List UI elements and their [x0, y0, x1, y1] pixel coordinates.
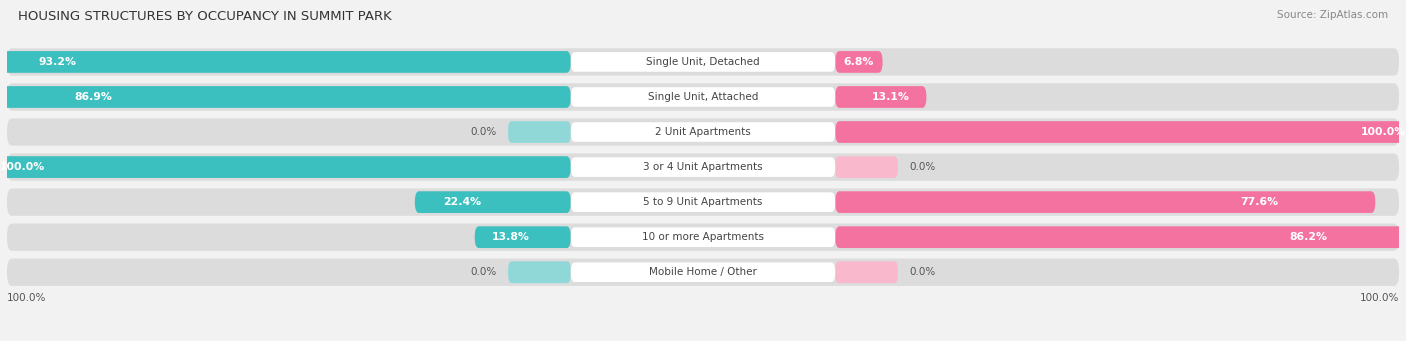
FancyBboxPatch shape — [475, 226, 571, 248]
Text: Source: ZipAtlas.com: Source: ZipAtlas.com — [1277, 10, 1388, 20]
FancyBboxPatch shape — [571, 227, 835, 247]
Text: 100.0%: 100.0% — [1360, 293, 1399, 303]
Text: 86.2%: 86.2% — [1289, 232, 1327, 242]
Text: 13.8%: 13.8% — [492, 232, 530, 242]
Text: Single Unit, Detached: Single Unit, Detached — [647, 57, 759, 67]
FancyBboxPatch shape — [835, 226, 1406, 248]
FancyBboxPatch shape — [571, 122, 835, 142]
Text: 10 or more Apartments: 10 or more Apartments — [643, 232, 763, 242]
FancyBboxPatch shape — [7, 258, 1399, 286]
Text: 100.0%: 100.0% — [1361, 127, 1406, 137]
FancyBboxPatch shape — [7, 83, 1399, 111]
Text: 6.8%: 6.8% — [844, 57, 875, 67]
FancyBboxPatch shape — [0, 86, 571, 108]
FancyBboxPatch shape — [7, 48, 1399, 76]
FancyBboxPatch shape — [835, 261, 898, 283]
Text: 13.1%: 13.1% — [872, 92, 910, 102]
Text: Mobile Home / Other: Mobile Home / Other — [650, 267, 756, 277]
Text: 0.0%: 0.0% — [471, 127, 496, 137]
Text: 22.4%: 22.4% — [443, 197, 481, 207]
FancyBboxPatch shape — [0, 156, 571, 178]
Text: HOUSING STRUCTURES BY OCCUPANCY IN SUMMIT PARK: HOUSING STRUCTURES BY OCCUPANCY IN SUMMI… — [18, 10, 392, 23]
FancyBboxPatch shape — [571, 157, 835, 177]
FancyBboxPatch shape — [508, 121, 571, 143]
FancyBboxPatch shape — [0, 51, 571, 73]
Text: 3 or 4 Unit Apartments: 3 or 4 Unit Apartments — [643, 162, 763, 172]
Text: 100.0%: 100.0% — [0, 162, 45, 172]
FancyBboxPatch shape — [835, 121, 1406, 143]
FancyBboxPatch shape — [415, 191, 571, 213]
FancyBboxPatch shape — [571, 87, 835, 107]
FancyBboxPatch shape — [835, 191, 1375, 213]
FancyBboxPatch shape — [7, 223, 1399, 251]
FancyBboxPatch shape — [7, 153, 1399, 181]
Text: 0.0%: 0.0% — [471, 267, 496, 277]
Text: 77.6%: 77.6% — [1240, 197, 1278, 207]
FancyBboxPatch shape — [835, 156, 898, 178]
FancyBboxPatch shape — [7, 189, 1399, 216]
FancyBboxPatch shape — [571, 192, 835, 212]
Text: 5 to 9 Unit Apartments: 5 to 9 Unit Apartments — [644, 197, 762, 207]
Text: 86.9%: 86.9% — [75, 92, 112, 102]
FancyBboxPatch shape — [835, 51, 883, 73]
Text: Single Unit, Attached: Single Unit, Attached — [648, 92, 758, 102]
Text: 0.0%: 0.0% — [910, 162, 935, 172]
Text: 0.0%: 0.0% — [910, 267, 935, 277]
FancyBboxPatch shape — [508, 261, 571, 283]
FancyBboxPatch shape — [835, 86, 927, 108]
Text: 100.0%: 100.0% — [7, 293, 46, 303]
Text: 2 Unit Apartments: 2 Unit Apartments — [655, 127, 751, 137]
FancyBboxPatch shape — [7, 118, 1399, 146]
Text: 93.2%: 93.2% — [39, 57, 77, 67]
FancyBboxPatch shape — [571, 263, 835, 282]
FancyBboxPatch shape — [571, 52, 835, 72]
